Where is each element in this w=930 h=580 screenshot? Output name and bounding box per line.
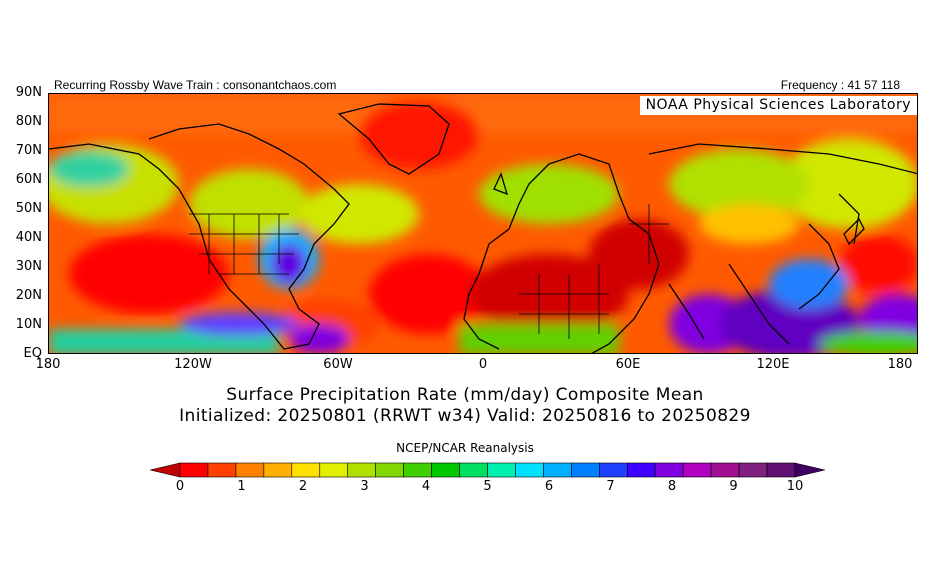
lon-label-180-6: 180: [887, 357, 913, 372]
lon-label-120w-1: 120W: [174, 357, 212, 372]
lat-label-eq: EQ: [23, 346, 42, 361]
colorbar-swatch: [319, 462, 349, 478]
lat-label-90n: 90N: [15, 85, 42, 100]
colorbar-tick-8: 8: [667, 479, 677, 494]
map-title: Surface Precipitation Rate (mm/day) Comp…: [226, 385, 704, 405]
colorbar-swatch: [599, 462, 628, 478]
colorbar-tick-10: 10: [786, 479, 804, 494]
lon-label-120e-5: 120E: [756, 357, 790, 372]
colorbar-swatch: [766, 462, 796, 478]
colorbar-tick-2: 2: [298, 479, 308, 494]
colorbar-swatch: [515, 462, 544, 478]
colorbar-swatch: [682, 462, 712, 478]
lat-label-40n: 40N: [15, 230, 42, 245]
lat-label-80n: 80N: [15, 114, 42, 129]
colorbar-tick-7: 7: [606, 479, 615, 494]
lon-label-60w-2: 60W: [323, 357, 353, 372]
header-right-text: Frequency : 41 57 118: [780, 78, 900, 92]
colorbar-tick-6: 6: [544, 479, 554, 494]
colorbar-tick-0: 0: [175, 479, 185, 494]
data-source-label: NCEP/NCAR Reanalysis: [396, 441, 534, 455]
lon-label-0-3: 0: [478, 357, 488, 372]
colorbar-swatch: [459, 462, 488, 478]
admin-borders: [189, 204, 669, 339]
colorbar-swatch: [738, 462, 768, 478]
colorbar-swatch: [207, 462, 237, 478]
colorbar-swatch: [403, 462, 432, 478]
colorbar-swatch: [710, 462, 740, 478]
colorbar-swatch: [431, 462, 460, 478]
colorbar-swatch: [626, 462, 656, 478]
lat-label-60n: 60N: [15, 172, 42, 187]
colorbar-tick-9: 9: [729, 479, 738, 494]
colorbar-swatch: [487, 462, 516, 478]
colorbar-over-arrow: [794, 462, 825, 478]
map-canvas: [49, 94, 917, 353]
colorbar-tick-5: 5: [483, 479, 492, 494]
lon-label-60e-4: 60E: [615, 357, 641, 372]
lat-label-10n: 10N: [15, 317, 42, 332]
colorbar-under-arrow: [150, 462, 181, 478]
colorbar-swatch: [263, 462, 293, 478]
colorbar-swatch: [291, 462, 321, 478]
colorbar-swatch: [571, 462, 600, 478]
colorbar-tick-3: 3: [360, 479, 369, 494]
colorbar-swatch: [235, 462, 265, 478]
colorbar-tick-1: 1: [237, 479, 246, 494]
lat-label-20n: 20N: [15, 288, 42, 303]
colorbar: [150, 462, 825, 478]
colorbar-swatch: [179, 462, 209, 478]
colorbar-swatch: [375, 462, 404, 478]
precipitation-map: [48, 93, 918, 354]
colorbar-swatch: [543, 462, 572, 478]
coastlines: [49, 103, 917, 353]
lat-label-50n: 50N: [15, 201, 42, 216]
lon-label-180-0: 180: [35, 357, 61, 372]
colorbar-tick-4: 4: [421, 479, 431, 494]
header-left-text: Recurring Rossby Wave Train : consonantc…: [54, 78, 337, 92]
lat-label-70n: 70N: [15, 143, 42, 158]
colorbar-swatch: [347, 462, 376, 478]
lat-label-30n: 30N: [15, 259, 42, 274]
noaa-watermark: NOAA Physical Sciences Laboratory: [639, 96, 917, 115]
map-subtitle: Initialized: 20250801 (RRWT w34) Valid: …: [179, 406, 751, 426]
colorbar-swatch: [654, 462, 684, 478]
